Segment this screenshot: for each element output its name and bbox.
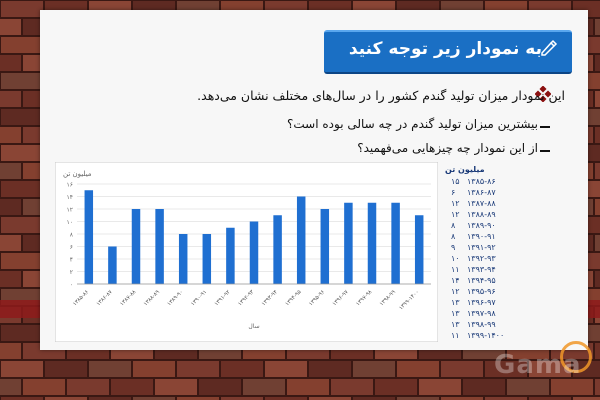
bar [108,246,117,284]
y-tick-label: ۱۴ [67,194,73,201]
question-2: از این نمودار چه چیزهایی می‌فهمید؟ [357,141,538,155]
diamond-bullet-icon [534,85,552,106]
table-year: ۱۳۹۸-۹۹ [467,320,496,329]
table-value: ۹ [451,243,456,252]
table-value: ۸ [451,232,456,241]
pencil-icon [540,39,558,61]
table-year: ۱۳۹۳-۹۴ [467,265,496,274]
table-value: ۱۱ [451,331,460,340]
table-value: ۱۳ [451,309,460,318]
slide-title: به نمودار زیر توجه کنید [348,39,542,59]
bar [249,221,259,284]
bar [296,196,306,284]
table-value: ۱۴ [451,276,460,285]
table-value: ۱۳ [451,298,460,307]
watermark-logo [560,341,592,373]
bar [367,202,377,284]
table-year: ۱۳۹۰-۹۱ [467,232,496,241]
table-value: ۱۱ [451,265,460,274]
question-1: بیشترین میزان تولید گندم در چه سالی بوده… [287,117,538,131]
title-bar: به نمودار زیر توجه کنید [324,30,572,74]
table-value: ۱۰ [451,254,460,263]
y-tick-label: ۲ [70,269,73,276]
intro-text: این نمودار میزان تولید گندم کشور را در س… [197,88,565,103]
x-axis-label: سال [248,323,259,330]
watermark-text: Gama [494,350,582,380]
table-year: ۱۳۸۸-۸۹ [467,210,496,219]
bar [320,209,330,284]
table-value: ۱۳ [451,320,460,329]
table-value: ۱۵ [451,177,460,186]
table-value: ۱۲ [451,199,460,208]
dash-bullet [540,150,550,152]
bar [84,190,94,284]
bar [202,234,212,284]
bar [226,227,235,284]
table-value: ۱۲ [451,210,460,219]
bar [344,202,353,284]
table-year: ۱۳۸۹-۹۰ [467,221,496,230]
y-tick-label: ۱۶ [67,182,73,189]
y-tick-label: ۶ [70,244,73,251]
table-year: ۱۳۸۷-۸۸ [467,199,496,208]
table-year: ۱۳۸۵-۸۶ [467,177,496,186]
chart-title: میلیون تن [63,170,92,178]
table-year: ۱۳۹۴-۹۵ [467,276,496,285]
table-year: ۱۳۹۹-۱۴۰۰ [467,331,505,340]
y-tick-label: ۴ [70,257,73,264]
table-year: ۱۳۹۷-۹۸ [467,309,496,318]
y-tick-label: ۰ [70,282,73,289]
bar [273,215,282,284]
table-year: ۱۳۹۲-۹۳ [467,254,496,263]
table-year: ۱۳۹۶-۹۷ [467,298,496,307]
y-tick-label: ۱۲ [67,207,73,214]
bar [131,209,141,284]
table-value: ۱۲ [451,287,460,296]
bar [391,202,400,284]
bar [155,209,164,284]
table-year: ۱۳۹۵-۹۶ [467,287,496,296]
table-value: ۸ [451,221,456,230]
dash-bullet [540,126,550,128]
table-value: ۶ [451,188,456,197]
y-tick-label: ۸ [70,232,74,239]
table-header: میلیون تن [445,165,485,174]
data-table: میلیون تن ۱۵ ۱۳۸۵-۸۶ ۶ ۱۳۸۶-۸۷ ۱۲ ۱۳۸۷-۸۸ ۱۲ ۱۳… [443,165,505,343]
y-tick-label: ۱۰ [67,219,73,226]
table-year: ۱۳۹۱-۹۲ [467,243,496,252]
bar [414,215,424,284]
table-year: ۱۳۸۶-۸۷ [467,188,496,197]
bar [178,234,188,284]
